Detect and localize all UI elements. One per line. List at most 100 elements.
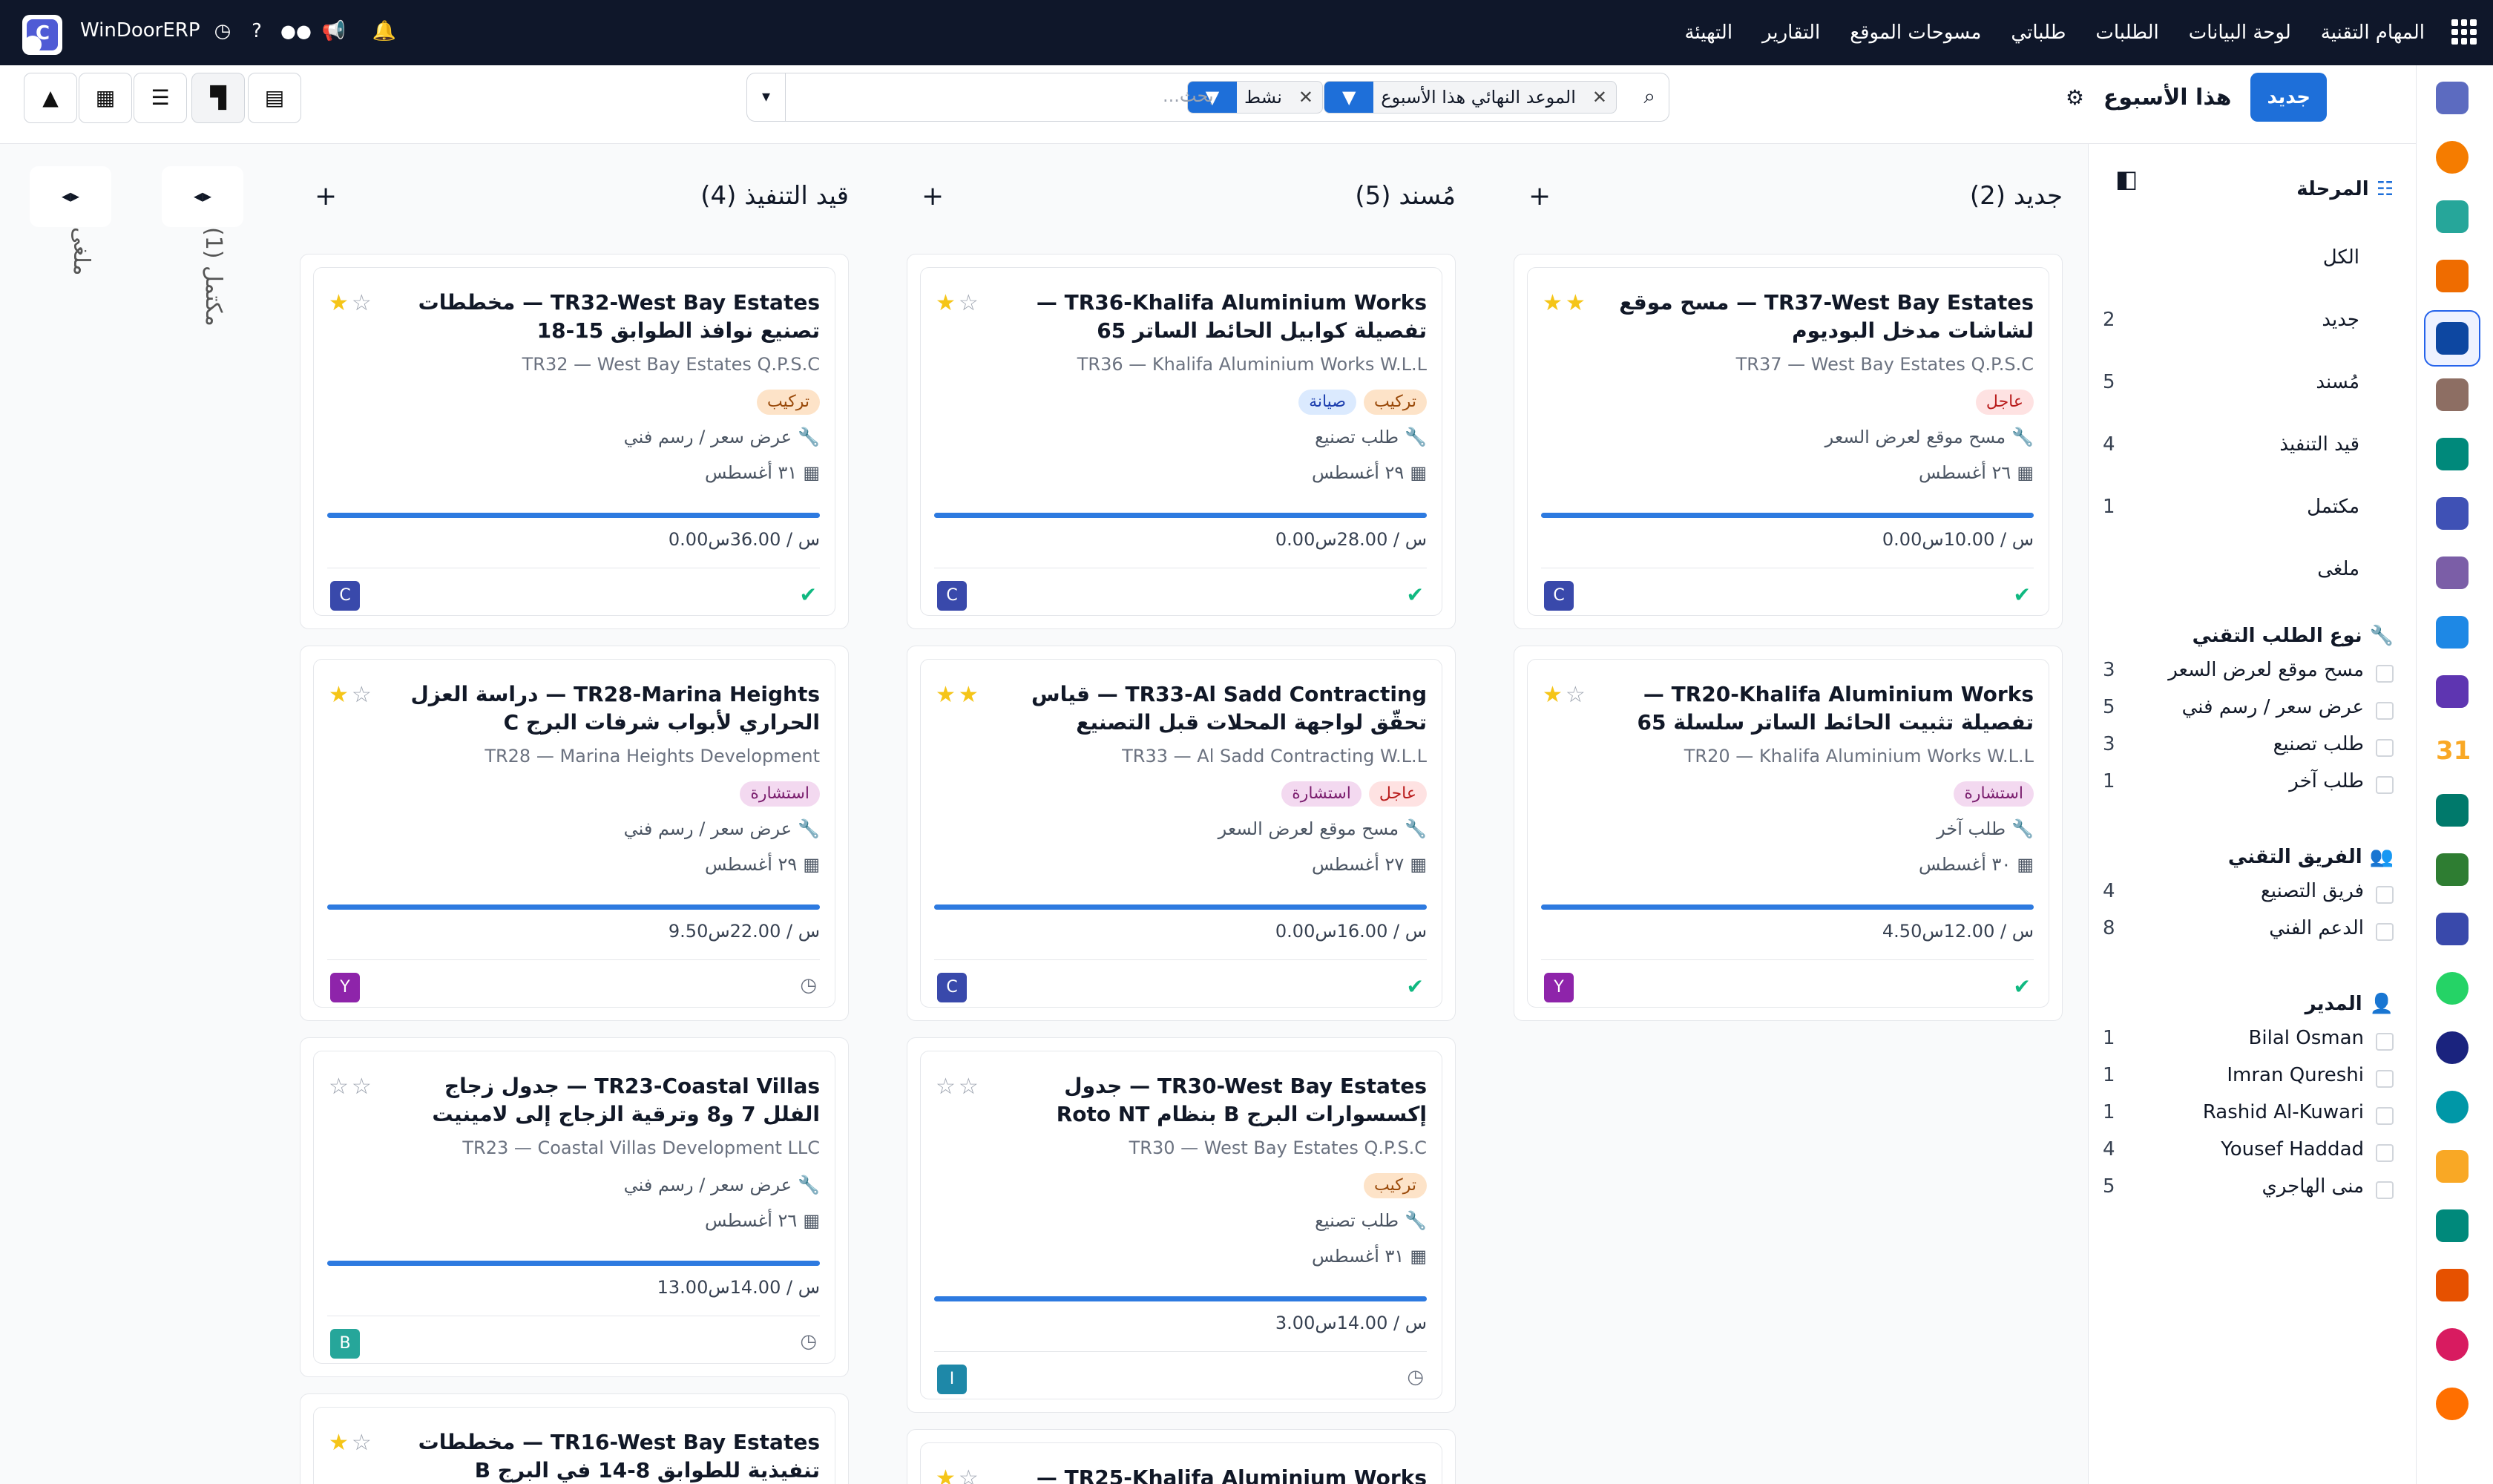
filter-row-managers[interactable]: منى الهاجري 5 xyxy=(2103,1175,2394,1205)
checkbox[interactable] xyxy=(2376,1107,2394,1125)
tasks-app-icon[interactable] xyxy=(2436,438,2469,470)
payroll-app-icon[interactable] xyxy=(2436,1209,2469,1242)
filter-row-types[interactable]: عرض سعر / رسم فني 5 xyxy=(2103,696,2394,726)
card-title[interactable]: TR23-Coastal Villas — جدول زجاج الفلل 7 … xyxy=(432,1074,820,1126)
star-empty-icon[interactable]: ☆ xyxy=(1565,682,1589,708)
priority-stars[interactable]: ★★ xyxy=(1543,290,1589,316)
help-icon[interactable]: ? xyxy=(252,20,262,42)
documents-app-icon[interactable] xyxy=(2436,497,2469,530)
task-card[interactable]: TR32-West Bay Estates — مخططات تصنيع نوا… xyxy=(313,267,835,616)
star-filled-icon[interactable]: ★ xyxy=(329,1430,352,1456)
dashboards-app-icon[interactable] xyxy=(2436,913,2469,945)
pivot-view-button[interactable]: ▦ xyxy=(79,73,132,123)
priority-stars[interactable]: ★★ xyxy=(936,682,982,708)
star-filled-icon[interactable]: ★ xyxy=(1565,290,1589,316)
accounting-app-icon[interactable] xyxy=(2436,616,2469,649)
clock-icon[interactable]: ◷ xyxy=(1407,1366,1424,1388)
menu-my-requests[interactable]: طلباتي xyxy=(2011,22,2066,44)
priority-stars[interactable]: ★☆ xyxy=(329,1430,375,1456)
checkbox[interactable] xyxy=(2376,1181,2394,1199)
filter-row-stages[interactable]: مكتمل 1 xyxy=(2103,496,2394,525)
inventory-app-icon[interactable] xyxy=(2436,322,2469,355)
brand-name[interactable]: WinDoorERP xyxy=(80,19,200,42)
kanban-view-button[interactable]: ▜ xyxy=(191,73,245,123)
add-card-icon[interactable]: + xyxy=(315,181,338,211)
filter-row-types[interactable]: طلب تصنيع 3 xyxy=(2103,733,2394,763)
avatar[interactable]: C xyxy=(937,973,967,1002)
search-options-toggle[interactable]: ▾ xyxy=(747,73,786,121)
avatar[interactable]: B xyxy=(330,1329,360,1359)
task-card[interactable]: TR37-West Bay Estates — مسح موقع لشاشات … xyxy=(1527,267,2049,616)
checkbox[interactable] xyxy=(2376,702,2394,720)
filter-chip-deadline[interactable]: ▼ الموعد النهائي هذا الأسبوع ✕ xyxy=(1324,81,1617,114)
task-card[interactable]: TR28-Marina Heights — دراسة العزل الحرار… xyxy=(313,659,835,1008)
close-icon[interactable]: ✕ xyxy=(1592,87,1607,108)
menu-configuration[interactable]: التهيئة xyxy=(1684,22,1733,44)
avatar[interactable]: C xyxy=(1544,581,1574,611)
avatar[interactable]: Y xyxy=(1544,973,1574,1002)
star-filled-icon[interactable]: ★ xyxy=(936,682,959,708)
checkbox[interactable] xyxy=(2376,1144,2394,1162)
priority-stars[interactable]: ★☆ xyxy=(936,290,982,316)
chat-app-icon[interactable] xyxy=(2436,141,2469,174)
filter-row-managers[interactable]: Imran Qureshi 1 xyxy=(2103,1064,2394,1094)
star-empty-icon[interactable]: ☆ xyxy=(958,1465,982,1484)
task-card[interactable]: TR36-Khalifa Aluminium Works — تفصيلة كو… xyxy=(920,267,1442,616)
star-empty-icon[interactable]: ☆ xyxy=(351,1430,375,1456)
avatar[interactable]: Y xyxy=(330,973,360,1002)
check-icon[interactable]: ✔ xyxy=(799,582,817,607)
folded-column-done-label[interactable]: مكتمل (1) xyxy=(200,227,226,326)
search-icon[interactable]: ⌕ xyxy=(1643,84,1655,108)
checkbox[interactable] xyxy=(2376,739,2394,757)
priority-stars[interactable]: ★☆ xyxy=(329,682,375,708)
analytics-app-icon[interactable] xyxy=(2436,1328,2469,1361)
filter-row-managers[interactable]: Bilal Osman 1 xyxy=(2103,1027,2394,1057)
star-empty-icon[interactable]: ☆ xyxy=(958,1074,982,1100)
add-card-icon[interactable]: + xyxy=(1528,181,1551,211)
task-card[interactable]: TR16-West Bay Estates — مخططات تنفيذية ل… xyxy=(313,1407,835,1484)
checkbox[interactable] xyxy=(2376,1070,2394,1088)
gear-icon[interactable]: ⚙ xyxy=(2065,85,2084,110)
list-view-button[interactable]: ☰ xyxy=(134,73,187,123)
star-empty-icon[interactable]: ☆ xyxy=(351,290,375,316)
menu-dashboard[interactable]: لوحة البيانات xyxy=(2188,22,2291,44)
calendar-app-icon[interactable]: 31 xyxy=(2436,735,2471,767)
card-title[interactable]: TR28-Marina Heights — دراسة العزل الحرار… xyxy=(410,682,820,735)
star-empty-icon[interactable]: ☆ xyxy=(329,1074,352,1100)
star-empty-icon[interactable]: ☆ xyxy=(351,682,375,708)
menu-site-surveys[interactable]: مسوحات الموقع xyxy=(1850,22,1982,44)
card-title[interactable]: TR16-West Bay Estates — مخططات تنفيذية ل… xyxy=(418,1430,820,1483)
telegram-app-icon[interactable] xyxy=(2436,1150,2469,1183)
filter-row-teams[interactable]: الدعم الفني 8 xyxy=(2103,917,2394,947)
star-filled-icon[interactable]: ★ xyxy=(1543,290,1566,316)
menu-requests[interactable]: الطلبات xyxy=(2095,22,2159,44)
chat-icon[interactable]: ●● xyxy=(280,21,312,42)
card-title[interactable]: TR20-Khalifa Aluminium Works — تفصيلة تث… xyxy=(1637,682,2034,735)
filter-row-stages[interactable]: الكل xyxy=(2103,246,2394,276)
card-title[interactable]: TR37-West Bay Estates — مسح موقع لشاشات … xyxy=(1619,290,2034,343)
brand-logo[interactable]: C xyxy=(22,15,62,55)
folded-column-cancelled-label[interactable]: ملغى xyxy=(68,227,94,276)
check-icon[interactable]: ✔ xyxy=(2013,582,2031,607)
card-title[interactable]: TR25-Khalifa Aluminium Works — رسومات xyxy=(1036,1465,1427,1484)
task-card[interactable]: TR33-Al Sadd Contracting — قياس تحقّق لو… xyxy=(920,659,1442,1008)
checkbox[interactable] xyxy=(2376,886,2394,904)
check-icon[interactable]: ✔ xyxy=(2013,974,2031,999)
star-filled-icon[interactable]: ★ xyxy=(1543,682,1566,708)
graph-view-button[interactable]: ▲ xyxy=(24,73,77,123)
filter-row-stages[interactable]: مُسند 5 xyxy=(2103,371,2394,401)
star-filled-icon[interactable]: ★ xyxy=(329,290,352,316)
filter-row-types[interactable]: مسح موقع لعرض السعر 3 xyxy=(2103,659,2394,689)
priority-stars[interactable]: ★☆ xyxy=(936,1465,982,1484)
priority-stars[interactable]: ★☆ xyxy=(1543,682,1589,708)
avatar[interactable]: C xyxy=(330,581,360,611)
priority-stars[interactable]: ☆☆ xyxy=(936,1074,982,1100)
purchase-app-icon[interactable] xyxy=(2436,556,2469,589)
star-filled-icon[interactable]: ★ xyxy=(936,290,959,316)
star-empty-icon[interactable]: ☆ xyxy=(351,1074,375,1100)
whatsapp-app-icon[interactable] xyxy=(2436,972,2469,1005)
apps-grid-icon[interactable] xyxy=(2451,19,2477,45)
mail-app-icon[interactable] xyxy=(2436,82,2469,114)
clock-icon[interactable]: ◷ xyxy=(214,20,231,42)
expand-icon[interactable]: ◂▸ xyxy=(193,186,212,206)
